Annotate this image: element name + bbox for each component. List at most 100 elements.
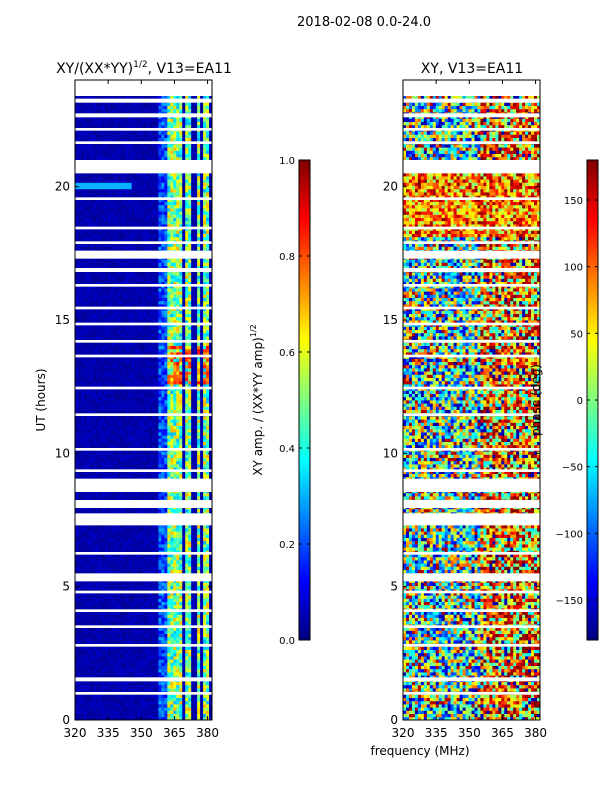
amplitude-colorbar: 0.0 0.2 0.4 0.6 0.8 1.0 XY amp. / (XX*YY amp)…: [249, 156, 311, 647]
colorbar-tick-label: 150: [564, 196, 583, 207]
flagged-row: [75, 386, 212, 390]
colorbar-tick-label: 50: [570, 329, 583, 340]
flagged-row: [75, 609, 212, 612]
flagged-row: [75, 573, 212, 582]
y-tick-label: 0: [62, 713, 70, 727]
y-tick-label: 15: [55, 313, 70, 327]
colorbar-tick-label: 100: [564, 263, 583, 274]
flagged-row: [403, 160, 540, 174]
flagged-row: [403, 609, 540, 612]
x-tick-label: 335: [425, 726, 448, 740]
flagged-row: [75, 98, 212, 103]
flagged-row: [75, 241, 212, 244]
flagged-row: [403, 98, 540, 103]
y-tick-label: 20: [55, 180, 70, 194]
x-tick-label: 335: [97, 726, 120, 740]
colorbar-tick-label: 0: [577, 396, 583, 407]
colorbar-tick-label: 0.6: [279, 348, 295, 359]
amplitude-heatmap: [75, 96, 212, 720]
y-tick-label: 20: [383, 180, 398, 194]
phase-axes-frame: [402, 79, 541, 721]
flagged-row: [403, 250, 540, 259]
phase-colorbar-ticks: 150 100 50 0 −50 −100 −150: [556, 196, 598, 607]
flagged-row: [403, 268, 540, 272]
phase-colorbar-label: phase (deg): [529, 364, 543, 436]
flagged-row: [75, 644, 212, 647]
amplitude-axes-frame: [74, 79, 213, 721]
flagged-row: [75, 625, 212, 628]
flagged-row: [403, 552, 540, 555]
y-tick-label: 0: [390, 713, 398, 727]
flagged-row: [75, 448, 212, 451]
flagged-row: [403, 469, 540, 472]
flagged-row: [403, 197, 540, 200]
amplitude-colorbar-label: XY amp. / (XX*YY amp)1/2: [249, 324, 265, 475]
flagged-row: [75, 284, 212, 287]
flagged-row: [75, 160, 212, 174]
x-tick-label: 320: [64, 726, 87, 740]
panel-phase-title: XY, V13=EA11: [421, 61, 523, 77]
flagged-row: [75, 306, 212, 310]
y-tick-label: 15: [383, 313, 398, 327]
colorbar-tick-label: 0.0: [279, 636, 295, 647]
flagged-row: [75, 552, 212, 555]
colorbar-tick-label: 0.8: [279, 252, 295, 263]
flagged-row: [75, 692, 212, 695]
flagged-row: [403, 448, 540, 451]
flagged-row: [75, 322, 212, 326]
flagged-row: [75, 197, 212, 200]
flagged-row: [403, 322, 540, 326]
flagged-row: [403, 226, 540, 230]
colorbar-tick-label: 0.4: [279, 444, 295, 455]
x-tick-label: 350: [130, 726, 153, 740]
phase-heatmap: [403, 96, 540, 720]
flagged-row: [403, 644, 540, 647]
flagged-row: [403, 500, 540, 508]
panel-phase: XY, V13=EA11 320 335 350 365 380 0 5 10 15 20: [383, 61, 547, 740]
amplitude-colorbar-gradient: [298, 159, 311, 641]
flagged-row: [75, 500, 212, 508]
flagged-row: [75, 677, 212, 682]
flagged-row: [75, 340, 212, 343]
flagged-row: [75, 128, 212, 131]
figure-suptitle: 2018-02-08 0.0-24.0: [297, 15, 431, 30]
x-tick-label: 320: [392, 726, 415, 740]
flagged-row: [403, 141, 540, 144]
flagged-row: [403, 386, 540, 390]
x-tick-label: 380: [524, 726, 547, 740]
flagged-row: [75, 478, 212, 492]
flagged-row: [75, 590, 212, 594]
amplitude-ylabel: UT (hours): [34, 368, 48, 431]
flagged-row: [403, 625, 540, 628]
flagged-row: [75, 513, 212, 526]
flagged-row: [403, 241, 540, 244]
y-tick-label: 10: [55, 446, 70, 460]
flagged-row: [403, 284, 540, 287]
colorbar-tick-label: −150: [556, 596, 583, 607]
flagged-row: [75, 268, 212, 272]
y-tick-label: 5: [390, 580, 398, 594]
colorbar-tick-label: 0.2: [279, 540, 295, 551]
x-tick-label: 350: [458, 726, 481, 740]
y-tick-label: 10: [383, 446, 398, 460]
colorbar-tick-label: 1.0: [279, 156, 295, 167]
shared-xlabel: frequency (MHz): [370, 744, 469, 758]
flagged-row: [403, 413, 540, 416]
amplitude-colorbar-ticks: 0.0 0.2 0.4 0.6 0.8 1.0: [279, 156, 310, 647]
flagged-row: [75, 354, 212, 358]
amplitude-axis-ticks: 320 335 350 365 380 0 5 10 15 20: [55, 80, 219, 740]
flagged-row: [75, 250, 212, 259]
phase-axis-ticks: 320 335 350 365 380 0 5 10 15 20: [383, 80, 547, 740]
colorbar-tick-label: −100: [556, 529, 583, 540]
panel-amplitude: XY/(XX*YY)1/2, V13=EA11 320 335 350 365 380 0…: [34, 60, 232, 740]
flagged-row: [403, 573, 540, 582]
flagged-row: [403, 306, 540, 310]
x-tick-label: 365: [163, 726, 186, 740]
flagged-row: [403, 692, 540, 695]
x-tick-label: 365: [491, 726, 514, 740]
flagged-row: [403, 113, 540, 118]
flagged-row: [403, 340, 540, 343]
flagged-row: [75, 413, 212, 416]
x-tick-label: 380: [196, 726, 219, 740]
